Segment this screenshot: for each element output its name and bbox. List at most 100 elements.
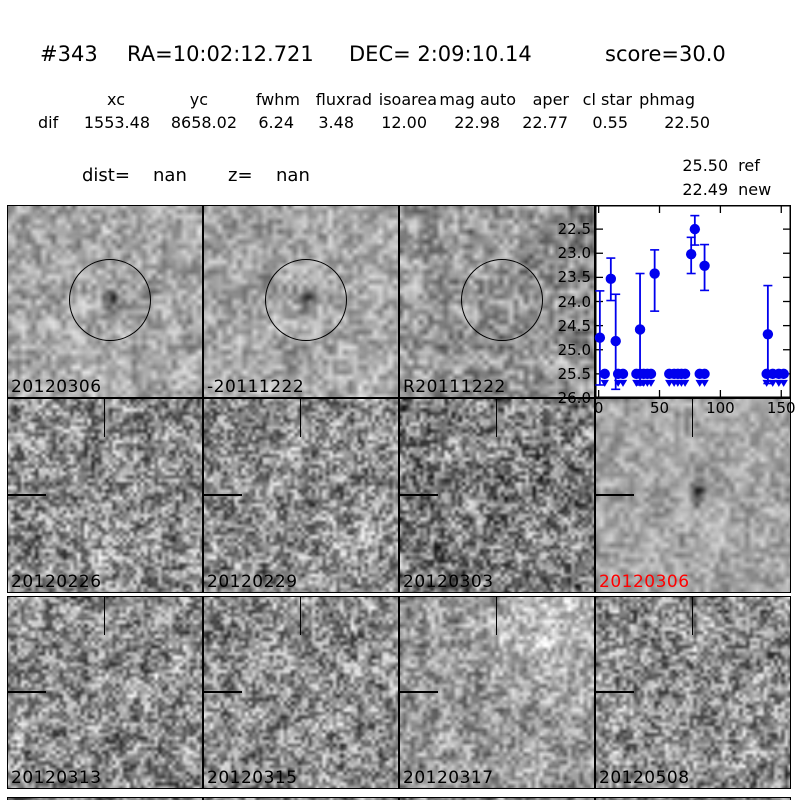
col-header-fluxrad: fluxrad [315, 90, 372, 109]
upper-limit-point [599, 368, 610, 380]
cutout-panel-R20111222: R20111222 [399, 205, 595, 398]
score-value: score=30.0 [605, 42, 726, 66]
col-header-isoarea: isoarea [378, 90, 437, 109]
cutout-date-label: 20120303 [403, 572, 494, 592]
photometry-table: xc yc fwhm fluxrad isoarea mag auto aper cl sta… [0, 90, 800, 150]
cell-dif-mag-auto: 22.98 [454, 113, 500, 132]
cutout-date-label: 20120317 [403, 768, 494, 788]
crosshair-left-tick-icon [8, 494, 46, 496]
crosshair-top-tick-icon [103, 399, 106, 437]
crosshair-top-tick-icon [299, 399, 302, 437]
dist-label: dist= [82, 165, 130, 186]
aperture-circle-icon [461, 259, 544, 341]
data-point [689, 223, 701, 235]
col-header-phmag: phmag [639, 90, 695, 109]
col-header-cl-star: cl star [582, 90, 632, 109]
cutout-panel-partial [595, 797, 791, 800]
cutout-panel-20120508: 20120508 [595, 596, 791, 789]
cell-dif-fluxrad: 3.48 [318, 113, 354, 132]
upper-limit-point [778, 368, 789, 380]
crosshair-left-tick-icon [596, 691, 634, 693]
phmag-ref-value: 25.50 [682, 156, 729, 175]
cutout-date-label: 20120315 [207, 768, 298, 788]
cutout-panel-partial [399, 797, 595, 800]
y-tick-label: 24.5 [557, 316, 591, 335]
cell-dif-aper: 22.77 [522, 113, 568, 132]
crosshair-left-tick-icon [204, 494, 242, 496]
phmag-new-label: new [738, 180, 772, 199]
x-tick-label: 100 [706, 399, 735, 417]
upper-limit-point [699, 368, 710, 380]
cutout-panel-partial [7, 797, 203, 800]
x-tick-label: 150 [766, 399, 796, 417]
cutout-panel-20120226: 20120226 [7, 398, 203, 593]
y-tick-label: 26.0 [557, 389, 591, 407]
cutout-date-label: 20120313 [11, 768, 102, 788]
upper-limit-point [679, 368, 691, 380]
col-header-mag-auto: mag auto [439, 90, 516, 109]
cutout-image [400, 798, 594, 800]
crosshair-left-tick-icon [596, 494, 634, 496]
cutout-panel-20120317: 20120317 [399, 596, 595, 789]
cell-dif-xc: 1553.48 [83, 113, 150, 132]
cell-dif-fwhm: 6.24 [258, 113, 294, 132]
phmag-new-line: 22.49 new [662, 161, 771, 218]
crosshair-top-tick-icon [691, 399, 694, 437]
cutout-image [8, 798, 202, 800]
crosshair-top-tick-icon [691, 597, 694, 635]
down-arrow-icon [680, 379, 690, 387]
crosshair-left-tick-icon [204, 691, 242, 693]
data-point [699, 260, 710, 271]
cutout-date-label: 20120306 [599, 572, 690, 592]
down-arrow-icon [762, 379, 771, 387]
dist-value: nan [153, 165, 187, 186]
crosshair-left-tick-icon [8, 691, 46, 693]
down-arrow-icon [600, 379, 609, 387]
crosshair-top-tick-icon [495, 399, 498, 437]
y-tick-label: 24.0 [557, 292, 591, 311]
data-point [685, 249, 697, 260]
col-header-xc: xc [107, 90, 125, 109]
y-tick-label: 25.5 [557, 364, 591, 383]
cutout-date-label: 20120229 [207, 572, 298, 592]
row-label-dif: dif [38, 113, 59, 132]
phmag-new-value: 22.49 [682, 180, 729, 199]
data-point [605, 273, 617, 285]
aperture-circle-icon [265, 259, 348, 341]
cutout-panel-20120315: 20120315 [203, 596, 399, 789]
cutout-date-label: -20111222 [207, 377, 305, 397]
y-tick-label: 22.5 [557, 220, 591, 239]
cutout-date-label: 20120226 [11, 572, 102, 592]
cutout-panel-20120306: 20120306 [595, 398, 791, 593]
dec-value: DEC= 2:09:10.14 [349, 42, 532, 66]
phmag-ref-label: ref [738, 156, 760, 175]
cutout-image [204, 798, 398, 800]
cell-dif-yc: 8658.02 [170, 113, 237, 132]
down-arrow-icon [779, 379, 788, 387]
data-point [634, 324, 646, 335]
crosshair-top-tick-icon [299, 597, 302, 635]
cutout-date-label: 20120508 [599, 768, 690, 788]
upper-limit-point [645, 368, 657, 380]
col-header-fwhm: fwhm [255, 90, 300, 109]
phmag-ref-line: 25.50 ref [662, 137, 760, 194]
light-curve-plot: 0 50 100 150 22.5 23.0 23.5 24.0 24.5 25.0 25.5 26.… [558, 205, 796, 417]
candidate-id: #343 [40, 42, 98, 66]
crosshair-left-tick-icon [400, 691, 438, 693]
crosshair-top-tick-icon [495, 597, 498, 635]
cell-dif-phmag: 22.50 [664, 113, 710, 132]
light-curve-canvas [594, 205, 791, 399]
upper-limit-point [617, 368, 629, 380]
down-arrow-icon [646, 379, 656, 387]
data-point [594, 332, 606, 343]
data-point [610, 335, 621, 347]
cutout-date-label: 20120306 [11, 377, 102, 397]
y-tick-label: 25.0 [557, 340, 591, 359]
cell-dif-isoarea: 12.00 [381, 113, 427, 132]
cutout-panel-20120306: 20120306 [7, 205, 203, 398]
y-tick-label: 23.5 [557, 268, 591, 287]
aperture-circle-icon [69, 259, 152, 341]
cutout-date-label: R20111222 [403, 377, 506, 397]
cutout-image [596, 798, 790, 800]
